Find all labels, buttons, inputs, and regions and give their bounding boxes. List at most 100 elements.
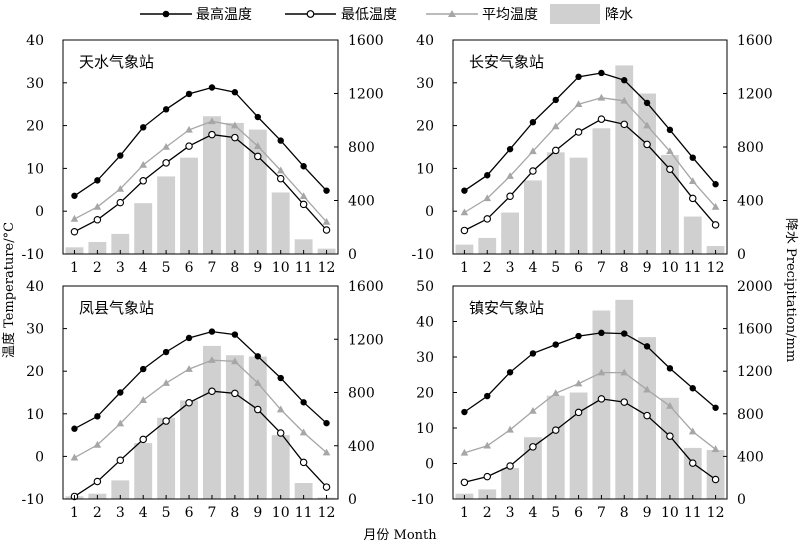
temp-max-point bbox=[484, 172, 491, 179]
precip-bar bbox=[615, 65, 634, 254]
temp-min-point bbox=[529, 167, 537, 175]
temp-max-point bbox=[621, 77, 628, 84]
y-right-tick-label: 400 bbox=[348, 439, 375, 455]
x-tick-label: 4 bbox=[528, 260, 537, 276]
temp-avg-point bbox=[116, 184, 125, 192]
precip-bar bbox=[683, 447, 702, 499]
precip-bar bbox=[180, 157, 198, 254]
temp-max-point bbox=[529, 350, 537, 357]
x-tick-label: 9 bbox=[643, 505, 652, 521]
y-right-tick-label: 400 bbox=[737, 449, 764, 465]
x-tick-label: 11 bbox=[684, 505, 702, 521]
x-tick-label: 6 bbox=[185, 260, 194, 276]
x-tick-label: 5 bbox=[162, 260, 171, 276]
temp-series-line bbox=[74, 86, 327, 197]
temp-min-point bbox=[620, 120, 628, 129]
y-left-tick-label: 40 bbox=[26, 33, 44, 49]
x-tick-label: 10 bbox=[272, 260, 290, 276]
legend-label: 平均温度 bbox=[482, 7, 538, 23]
temp-avg-point bbox=[208, 117, 216, 125]
y-right-tick-label: 1200 bbox=[348, 332, 384, 348]
y-left-tick-label: -10 bbox=[21, 492, 44, 508]
temp-avg-point bbox=[139, 160, 148, 168]
temp-avg-point bbox=[643, 121, 651, 129]
temp-series-line bbox=[464, 398, 716, 483]
temp-min-point bbox=[139, 435, 147, 444]
precip-bar bbox=[569, 392, 588, 499]
x-tick-label: 6 bbox=[185, 505, 194, 521]
y-right-tick-label: 1600 bbox=[348, 279, 384, 295]
temp-min-point bbox=[529, 443, 537, 451]
x-tick-label: 12 bbox=[318, 260, 336, 276]
y-left-tick-label: 0 bbox=[425, 457, 434, 473]
temp-min-point bbox=[597, 115, 606, 123]
temp-avg-point bbox=[162, 143, 170, 150]
temp-max-point bbox=[643, 99, 651, 107]
temp-min-point bbox=[299, 458, 308, 467]
y-left-tick-label: 40 bbox=[416, 315, 434, 331]
precip-bar bbox=[294, 483, 313, 499]
temp-avg-point bbox=[643, 385, 651, 393]
x-tick-label: 10 bbox=[661, 505, 679, 521]
temp-max-point bbox=[208, 84, 216, 91]
temp-min-point bbox=[254, 405, 262, 414]
temp-max-point bbox=[552, 96, 559, 104]
temp-avg-point bbox=[620, 96, 629, 104]
x-tick-label: 2 bbox=[93, 505, 102, 521]
y-right-tick-label: 800 bbox=[348, 386, 375, 402]
y-left-tick-label: -10 bbox=[21, 247, 44, 263]
precip-bar bbox=[661, 397, 679, 499]
precip-bar bbox=[546, 152, 565, 254]
y-right-tick-label: 1200 bbox=[737, 87, 773, 103]
precip-bar bbox=[271, 192, 290, 254]
x-tick-label: 3 bbox=[506, 505, 515, 521]
y-left-tick-label: 20 bbox=[416, 119, 434, 135]
temp-min-point bbox=[688, 194, 697, 203]
temp-avg-point bbox=[506, 172, 514, 179]
temp-avg-point bbox=[93, 440, 102, 448]
x-tick-label: 8 bbox=[230, 505, 239, 521]
temp-min-point bbox=[460, 226, 469, 235]
temp-series-line bbox=[464, 332, 717, 413]
temp-min-point bbox=[185, 398, 193, 407]
precip-bar bbox=[180, 400, 198, 499]
temp-avg-point bbox=[483, 194, 492, 202]
temp-max-point bbox=[71, 192, 78, 199]
precip-bar bbox=[592, 310, 611, 499]
station-title: 凤县气象站 bbox=[79, 299, 154, 317]
temp-max-point bbox=[117, 152, 124, 159]
x-tick-label: 11 bbox=[295, 260, 313, 276]
temp-max-point bbox=[140, 124, 147, 131]
temp-avg-point bbox=[70, 214, 79, 222]
y-left-tick-label: 20 bbox=[26, 364, 44, 380]
legend: 最高温度 最低温度 平均温度 降水 bbox=[140, 4, 633, 24]
temp-max-point bbox=[185, 90, 193, 98]
temp-avg-point bbox=[299, 428, 308, 436]
temp-avg-point bbox=[597, 368, 606, 376]
precip-bar bbox=[88, 241, 107, 254]
legend-marker bbox=[162, 10, 170, 18]
legend-marker bbox=[448, 10, 456, 17]
y-left-tick-label: 30 bbox=[26, 322, 44, 338]
temp-min-point bbox=[116, 456, 125, 464]
temp-max-point bbox=[254, 113, 261, 121]
precip-bar bbox=[592, 128, 611, 254]
x-tick-label: 5 bbox=[551, 505, 560, 521]
temp-max-point bbox=[484, 392, 491, 400]
temp-max-point bbox=[712, 181, 719, 188]
temp-avg-point bbox=[231, 121, 239, 129]
temp-avg-point bbox=[460, 448, 469, 456]
x-tick-label: 2 bbox=[93, 260, 102, 276]
legend-item: 降水 bbox=[550, 4, 633, 24]
precip-bar bbox=[203, 345, 221, 499]
precip-bar bbox=[569, 157, 588, 254]
temp-max-point bbox=[552, 341, 559, 348]
precip-bar bbox=[294, 239, 313, 254]
x-tick-label: 7 bbox=[597, 260, 606, 276]
y-left-tick-label: 20 bbox=[26, 119, 44, 135]
temp-avg-point bbox=[688, 427, 697, 435]
y-left-tick-label: 30 bbox=[416, 76, 434, 92]
temp-min-point bbox=[322, 226, 331, 234]
x-tick-label: 9 bbox=[253, 260, 262, 276]
temp-avg-point bbox=[116, 419, 125, 427]
